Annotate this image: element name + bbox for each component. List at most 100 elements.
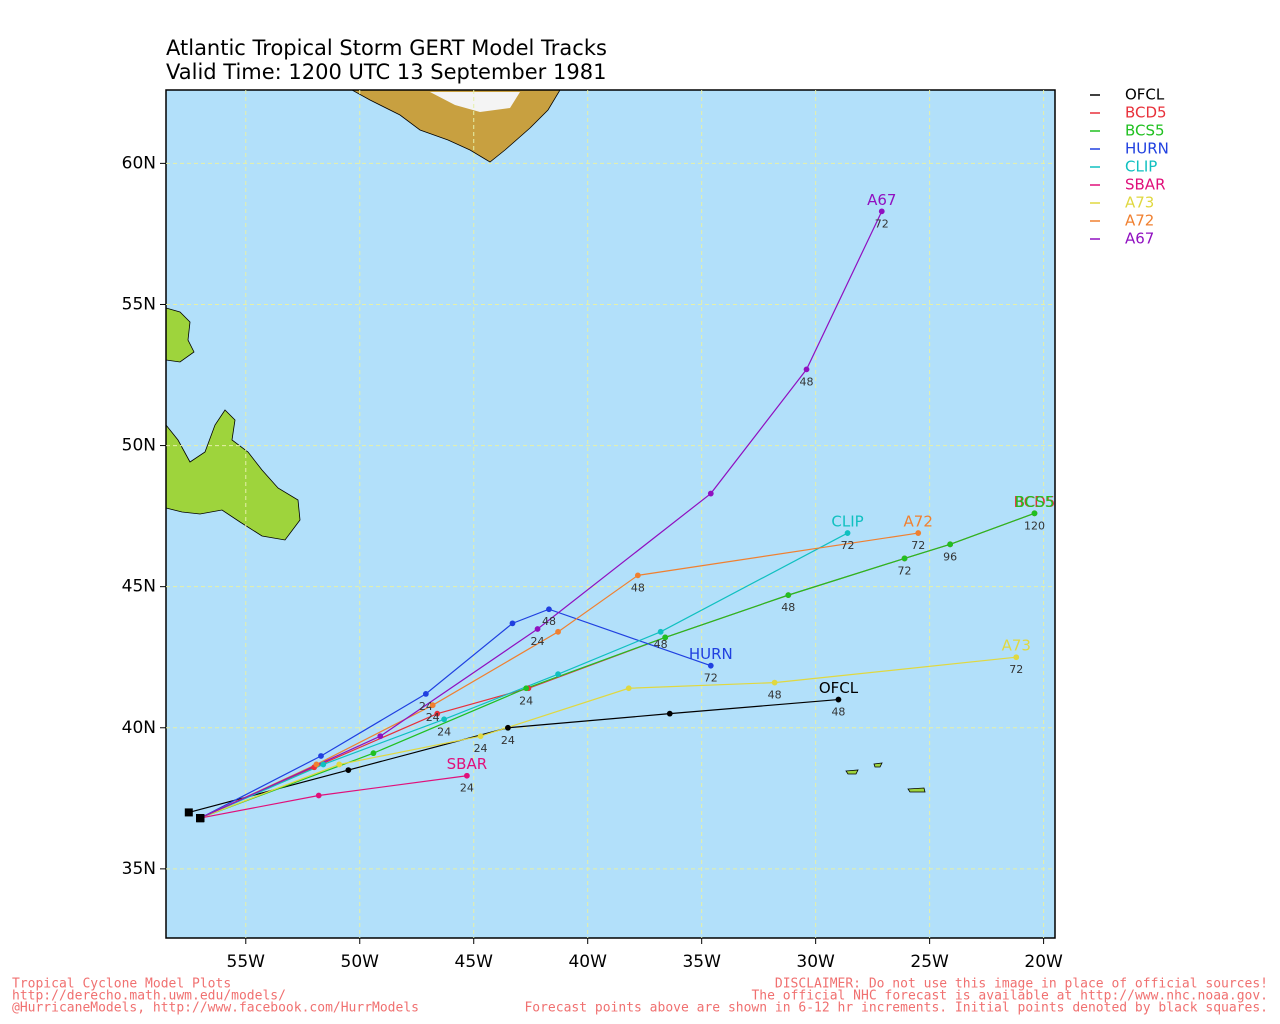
- forecast-point: [509, 620, 516, 627]
- x-tick-label: 35W: [682, 952, 721, 972]
- footer-left: Tropical Cyclone Model Plots: [12, 977, 231, 992]
- x-tick-label: 30W: [796, 952, 835, 972]
- x-tick-label: 55W: [227, 952, 266, 972]
- track-name: OFCL: [819, 679, 859, 697]
- point-label: 24: [501, 734, 515, 747]
- point-label: 72: [911, 539, 925, 552]
- forecast-point: [707, 490, 714, 497]
- point-label: 48: [631, 581, 645, 594]
- track-name: BCS5: [1015, 493, 1055, 511]
- forecast-point: [634, 572, 641, 579]
- point-label: 24: [474, 742, 488, 755]
- initial-point: [196, 814, 205, 823]
- footer-right: Forecast points above are shown in 6-12 …: [524, 1001, 1268, 1016]
- point-label: 48: [654, 638, 668, 651]
- point-label: 72: [1009, 663, 1023, 676]
- land: [166, 90, 926, 793]
- point-label: 48: [781, 601, 795, 614]
- y-tick-label: 45N: [122, 577, 156, 597]
- forecast-point: [505, 724, 511, 731]
- point-label: 24: [437, 725, 451, 738]
- forecast-point: [320, 761, 327, 768]
- forecast-point: [625, 685, 632, 692]
- point-label: 24: [519, 694, 533, 707]
- forecast-point: [785, 592, 792, 599]
- forecast-point: [662, 634, 669, 641]
- point-label: 24: [460, 782, 474, 795]
- point-label: 96: [943, 550, 957, 563]
- plot-frame: [165, 89, 1056, 939]
- forecast-point: [345, 767, 352, 773]
- y-tick-label: 50N: [122, 436, 156, 456]
- track-line: [199, 512, 1035, 819]
- forecast-point: [878, 208, 885, 215]
- point-label: 24: [419, 700, 433, 713]
- y-tick-label: 60N: [122, 153, 156, 173]
- legend-label: CLIP: [1125, 158, 1157, 176]
- point-label: 72: [704, 672, 718, 685]
- y-tick-label: 35N: [122, 859, 156, 879]
- forecast-point: [835, 696, 842, 703]
- point-label: 48: [768, 689, 782, 702]
- track-line: [199, 532, 848, 819]
- x-tick-label: 20W: [1024, 952, 1063, 972]
- forecast-point: [546, 606, 552, 613]
- y-tick-label: 40N: [122, 718, 156, 738]
- forecast-point: [434, 710, 441, 717]
- forecast-point: [771, 679, 778, 686]
- subtitle: Valid Time: 1200 UTC 13 September 1981: [166, 60, 606, 84]
- legend-label: SBAR: [1125, 176, 1166, 194]
- forecast-point: [666, 710, 673, 717]
- forecast-point: [844, 530, 851, 536]
- footer-right: The official NHC forecast is available a…: [751, 989, 1268, 1004]
- forecast-point: [370, 750, 377, 757]
- y-tick-label: 55N: [122, 294, 156, 314]
- forecast-point: [523, 685, 530, 692]
- forecast-point: [555, 628, 561, 635]
- footer-right: DISCLAIMER: Do not use this image in pla…: [775, 977, 1268, 992]
- legend-label: A72: [1125, 212, 1154, 230]
- legend-label: A67: [1125, 230, 1154, 248]
- forecast-point: [915, 530, 922, 536]
- point-label: 48: [542, 615, 556, 628]
- forecast-point: [534, 626, 541, 632]
- x-tick-label: 45W: [455, 952, 494, 972]
- forecast-point: [477, 733, 484, 740]
- legend-label: OFCL: [1125, 86, 1165, 104]
- forecast-point: [315, 792, 322, 799]
- legend-label: BCS5: [1125, 122, 1165, 140]
- point-label: 48: [800, 375, 814, 388]
- forecast-point: [901, 555, 908, 562]
- track-name: BCD5: [1014, 493, 1056, 511]
- point-label: 72: [875, 217, 889, 230]
- forecast-point: [318, 753, 324, 759]
- title: Atlantic Tropical Storm GERT Model Track…: [166, 36, 607, 60]
- point-label: 24: [531, 635, 545, 648]
- forecast-point: [555, 671, 561, 678]
- point-label: 120: [1024, 519, 1045, 532]
- forecast-point: [463, 772, 470, 779]
- x-tick-label: 50W: [341, 952, 380, 972]
- legend-label: BCD5: [1125, 104, 1167, 122]
- legend-label: HURN: [1125, 140, 1169, 158]
- forecast-point: [707, 662, 714, 669]
- track-name: SBAR: [447, 755, 488, 773]
- forecast-point: [1013, 654, 1020, 661]
- track-name: A67: [867, 191, 896, 209]
- forecast-point: [1031, 510, 1038, 517]
- x-tick-label: 40W: [568, 952, 607, 972]
- forecast-point: [441, 716, 447, 723]
- point-label: 72: [841, 539, 855, 552]
- forecast-point: [803, 366, 810, 373]
- track-name: HURN: [689, 645, 733, 663]
- point-label: 72: [898, 564, 912, 577]
- footer-left: http://derecho.math.uwm.edu/models/: [12, 989, 286, 1004]
- track-name: CLIP: [831, 513, 863, 531]
- track-name: A72: [904, 513, 933, 531]
- forecast-point: [422, 691, 429, 697]
- forecast-point: [336, 761, 343, 768]
- forecast-point: [657, 628, 664, 635]
- footer-left: @HurricaneModels, http://www.facebook.co…: [12, 1001, 419, 1016]
- forecast-point: [377, 733, 384, 740]
